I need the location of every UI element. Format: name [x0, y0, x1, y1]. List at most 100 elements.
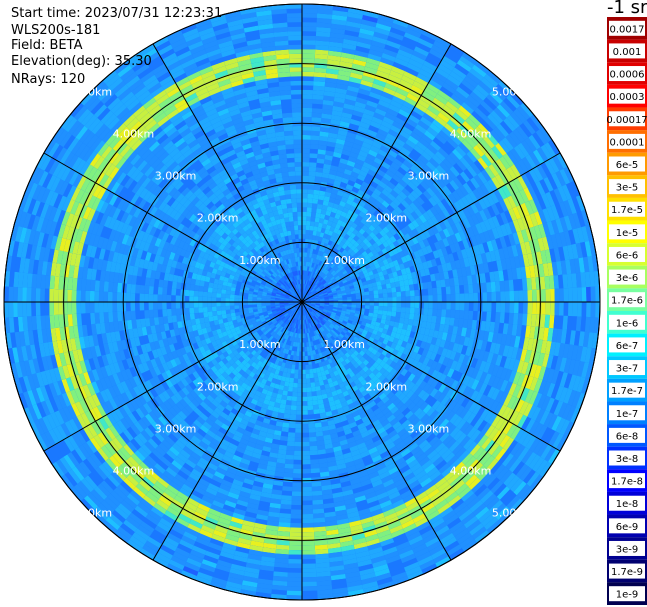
range-bin: [490, 281, 496, 293]
range-bin: [444, 51, 460, 64]
range-bin: [374, 263, 381, 269]
range-bin: [324, 238, 330, 245]
range-bin: [324, 270, 330, 276]
range-bin: [334, 175, 343, 182]
range-bin: [479, 209, 488, 222]
range-bin: [320, 261, 325, 267]
range-bin: [333, 227, 339, 234]
range-bin: [367, 169, 377, 177]
range-bin: [492, 87, 507, 101]
range-bin: [323, 269, 328, 274]
range-bin: [310, 297, 316, 300]
range-bin: [303, 293, 305, 298]
range-bin: [496, 123, 509, 138]
range-bin: [320, 266, 325, 272]
range-bin: [373, 294, 379, 299]
range-bin: [423, 308, 429, 316]
range-bin: [326, 68, 339, 75]
range-bin: [546, 206, 556, 222]
range-bin: [307, 184, 315, 190]
range-bin: [320, 117, 331, 124]
range-bin: [388, 104, 401, 113]
range-bin: [295, 414, 302, 420]
range-bin: [495, 213, 505, 226]
range-bin: [361, 207, 369, 215]
range-bin: [472, 88, 487, 101]
range-bin: [302, 40, 316, 45]
range-bin: [307, 396, 313, 402]
range-bin: [513, 302, 519, 314]
range-bin: [316, 13, 333, 20]
range-bin: [309, 294, 314, 298]
range-bin: [311, 490, 323, 496]
range-bin: [374, 27, 390, 36]
range-bin: [479, 138, 492, 152]
range-bin: [431, 44, 447, 56]
range-bin: [521, 140, 533, 155]
range-bin: [341, 237, 348, 244]
range-bin: [304, 289, 307, 294]
range-bin: [302, 44, 316, 50]
range-bin: [310, 377, 315, 383]
range-bin: [347, 236, 354, 243]
range-bin: [369, 44, 385, 53]
range-bin: [431, 154, 443, 165]
range-bin: [452, 148, 464, 160]
range-bin: [540, 144, 553, 160]
range-bin: [506, 94, 521, 109]
range-bin: [400, 312, 406, 319]
range-bin: [472, 188, 482, 201]
range-bin: [382, 310, 388, 316]
range-bin: [304, 351, 308, 357]
range-bin: [426, 126, 439, 138]
range-bin: [375, 70, 390, 79]
range-bin: [462, 120, 475, 133]
range-bin: [426, 315, 433, 323]
range-bin: [344, 140, 354, 148]
range-bin: [448, 193, 458, 204]
range-bin: [329, 226, 336, 232]
range-bin: [334, 143, 345, 150]
range-bin: [376, 267, 383, 273]
range-bin: [315, 45, 329, 51]
range-bin: [395, 286, 401, 293]
range-bin: [559, 168, 571, 185]
range-bin: [365, 276, 371, 282]
range-bin: [294, 369, 299, 375]
range-bin: [459, 185, 469, 197]
range-bin: [507, 195, 517, 209]
range-bin: [320, 286, 325, 290]
range-bin: [586, 302, 591, 318]
range-bin: [347, 270, 353, 275]
range-bin: [365, 302, 370, 306]
range-bin: [344, 203, 352, 210]
range-bin: [458, 209, 467, 220]
range-bin: [343, 272, 349, 278]
range-bin: [586, 286, 591, 302]
range-bin: [566, 182, 576, 199]
range-bin: [338, 272, 344, 278]
range-bin: [490, 311, 496, 323]
range-bin: [378, 14, 395, 23]
range-bin: [323, 293, 329, 297]
range-bin: [311, 121, 321, 127]
range-bin: [316, 254, 320, 260]
range-bin: [294, 437, 302, 442]
range-bin: [417, 98, 430, 109]
range-bin: [339, 274, 345, 280]
range-bin: [316, 162, 324, 169]
range-bin: [344, 30, 360, 37]
range-bin: [486, 70, 502, 84]
range-bin: [557, 186, 568, 202]
range-bin: [504, 280, 510, 292]
range-bin: [483, 230, 491, 242]
range-bin: [355, 265, 361, 271]
range-bin: [434, 241, 442, 251]
range-bin: [328, 245, 334, 252]
range-bin: [351, 63, 366, 71]
range-bin: [366, 267, 373, 273]
range-bin: [309, 252, 313, 258]
range-bin: [362, 113, 374, 121]
range-bin: [363, 66, 378, 75]
range-bin: [311, 112, 322, 118]
